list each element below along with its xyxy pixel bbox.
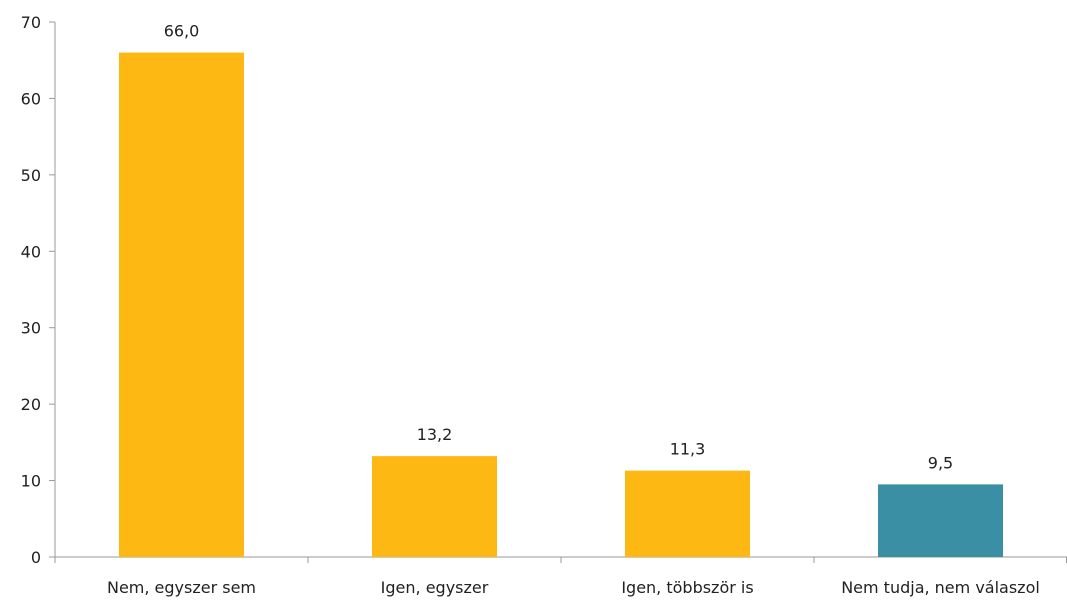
x-tick-label: Igen, többször is	[621, 578, 753, 597]
x-tick-label: Nem tudja, nem válaszol	[841, 578, 1040, 597]
y-tick-label: 10	[21, 472, 41, 491]
value-labels: 66,0 13,2 11,3 9,5	[164, 22, 954, 473]
y-tick-label: 60	[21, 89, 41, 108]
bar	[878, 484, 1003, 557]
y-tick-label: 0	[31, 548, 41, 567]
x-tick-label: Nem, egyszer sem	[107, 578, 256, 597]
bars	[119, 52, 1003, 557]
x-tick-label: Igen, egyszer	[381, 578, 489, 597]
x-axis: Nem, egyszer sem Igen, egyszer Igen, többs…	[54, 556, 1067, 597]
data-label: 66,0	[164, 22, 200, 41]
y-tick-label: 30	[21, 319, 41, 338]
y-tick-label: 50	[21, 166, 41, 185]
data-label: 13,2	[417, 425, 453, 444]
y-tick-label: 20	[21, 395, 41, 414]
y-tick-label: 70	[21, 13, 41, 32]
bar	[119, 52, 244, 557]
data-label: 11,3	[670, 440, 706, 459]
bar	[625, 470, 750, 557]
y-tick-label: 40	[21, 242, 41, 261]
data-label: 9,5	[928, 453, 953, 472]
y-axis: 0 10 20 30 40 50 60 70	[21, 13, 56, 567]
bar	[372, 456, 497, 557]
